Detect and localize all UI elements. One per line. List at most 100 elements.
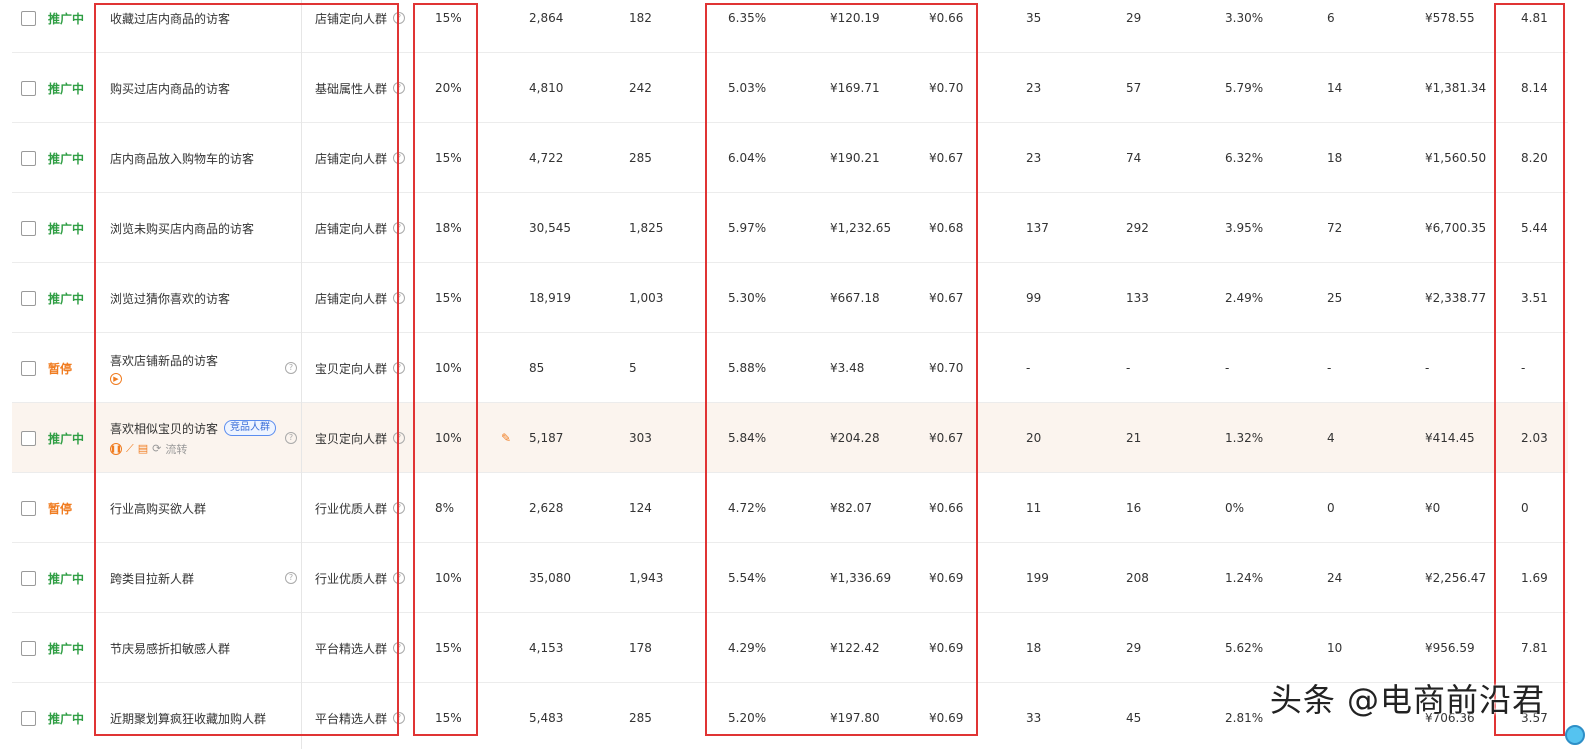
flow-icon[interactable]: ⟳ [152,442,162,455]
table-row[interactable]: 推广中 近期聚划算疯狂收藏加购人群 平台精选人群? 15% 5,483 285 5.20% ¥… [12,683,1568,749]
cell-c2: 16 [1126,501,1142,515]
floating-assistant-icon[interactable] [1565,725,1585,745]
cell-c5: - [1425,361,1430,375]
table-row[interactable]: 推广中 收藏过店内商品的访客 店铺定向人群? 15% 2,864 182 6.35% ¥120… [12,0,1568,53]
cell-cpc: ¥0.69 [929,641,964,655]
help-icon[interactable]: ? [393,362,406,374]
help-icon[interactable]: ? [393,502,406,514]
column-divider [301,613,302,683]
help-icon[interactable]: ? [393,712,406,724]
cell-c3: 0% [1225,501,1245,515]
status-label[interactable]: 推广中 [48,711,85,726]
crowd-type: 宝贝定向人群 [315,361,388,376]
cell-impressions: 2,628 [529,501,564,515]
help-icon[interactable]: ? [285,362,297,374]
cell-roi: 8.14 [1521,81,1548,95]
cell-c3: - [1225,361,1230,375]
status-label[interactable]: 推广中 [48,641,85,656]
column-divider [301,193,302,263]
row-checkbox[interactable] [21,640,36,656]
table-row[interactable]: 推广中 跨类目拉新人群? 行业优质人群? 10% 35,080 1,943 5.54% ¥1,… [12,543,1568,613]
table-row[interactable]: 推广中 喜欢相似宝贝的访客 竞品人群 ❚❚ ⟋ ▤ ⟳ 流转? 宝贝定向人群? ✎ 10% 5,187… [12,403,1568,473]
cell-c3: 3.30% [1225,11,1264,25]
row-checkbox[interactable] [21,10,36,26]
cell-roi: 4.81 [1521,11,1548,25]
watermark: 头条 @电商前沿君 [1269,681,1545,719]
help-icon[interactable]: ? [285,572,297,584]
row-checkbox[interactable] [21,570,36,586]
crowd-name: 浏览过猜你喜欢的访客 [110,291,231,306]
status-label[interactable]: 推广中 [48,431,85,446]
crowd-type: 行业优质人群 [315,571,388,586]
cell-c4: 4 [1327,431,1335,445]
pause-icon[interactable]: ❚❚ [110,442,122,455]
table-row[interactable]: 推广中 店内商品放入购物车的访客 店铺定向人群? 15% 4,722 285 6.04% ¥1… [12,123,1568,193]
table-row[interactable]: 推广中 浏览未购买店内商品的访客 店铺定向人群? 18% 30,545 1,825 5.97… [12,193,1568,263]
cell-c3: 1.32% [1225,431,1264,445]
crowd-name: 跨类目拉新人群 [110,571,195,586]
crowd-type: 店铺定向人群 [315,291,388,306]
table-row[interactable]: 暂停 行业高购买欲人群 行业优质人群? 8% 2,628 124 4.72% ¥82.07 ¥0… [12,473,1568,543]
cell-c5: ¥956.59 [1425,641,1475,655]
cell-c4: 0 [1327,501,1335,515]
status-label[interactable]: 推广中 [48,11,85,26]
status-label[interactable]: 推广中 [48,571,85,586]
cell-c2: 29 [1126,11,1142,25]
status-label[interactable]: 推广中 [48,221,85,236]
trend-chart-icon[interactable]: ⟋ [126,441,134,455]
column-divider [301,53,302,123]
table-row[interactable]: 暂停 喜欢店铺新品的访客 ▶? 宝贝定向人群? 10% 85 5 5.88% ¥3.48 ¥0.7… [12,333,1568,403]
cell-impressions: 4,722 [529,151,564,165]
report-icon[interactable]: ▤ [137,442,149,455]
cell-premium: 15% [435,641,462,655]
crowd-name: 节庆易感折扣敏感人群 [110,641,231,656]
help-icon[interactable]: ? [393,152,406,164]
crowd-name: 店内商品放入购物车的访客 [110,151,255,166]
help-icon[interactable]: ? [285,432,297,444]
table-row[interactable]: 推广中 节庆易感折扣敏感人群 平台精选人群? 15% 4,153 178 4.29% ¥122… [12,613,1568,683]
crowd-name: 浏览未购买店内商品的访客 [110,221,255,236]
cell-premium: 15% [435,11,462,25]
row-checkbox[interactable] [21,220,36,236]
cell-c5: ¥414.45 [1425,431,1475,445]
row-checkbox[interactable] [21,500,36,516]
cell-c4: 18 [1327,151,1343,165]
cell-roi: 3.57 [1521,711,1548,725]
cell-cost: ¥667.18 [830,291,880,305]
help-icon[interactable]: ? [393,222,406,234]
cell-c4: 24 [1327,571,1343,585]
status-label[interactable]: 推广中 [48,151,85,166]
cell-impressions: 2,864 [529,11,564,25]
help-icon[interactable]: ? [393,642,406,654]
crowd-name: 行业高购买欲人群 [110,501,207,516]
cell-clicks: 182 [629,11,652,25]
edit-pencil-icon[interactable]: ✎ [501,431,512,445]
row-checkbox[interactable] [21,430,36,446]
status-label[interactable]: 暂停 [48,501,73,516]
cell-c2: - [1126,361,1131,375]
status-label[interactable]: 推广中 [48,81,85,96]
help-icon[interactable]: ? [393,12,406,24]
row-checkbox[interactable] [21,80,36,96]
cell-c1: 11 [1026,501,1042,515]
cell-premium: 18% [435,221,462,235]
flow-label[interactable]: 流转 [165,442,188,456]
cell-cpc: ¥0.70 [929,361,964,375]
help-icon[interactable]: ? [393,82,406,94]
status-label[interactable]: 推广中 [48,291,85,306]
row-checkbox[interactable] [21,290,36,306]
play-icon[interactable]: ▶ [110,372,122,385]
cell-cpc: ¥0.66 [929,11,964,25]
cell-c1: - [1026,361,1031,375]
cell-c2: 292 [1126,221,1149,235]
competitor-badge: 竞品人群 [224,420,277,436]
row-checkbox[interactable] [21,710,36,726]
row-checkbox[interactable] [21,150,36,166]
help-icon[interactable]: ? [393,572,406,584]
status-label[interactable]: 暂停 [48,361,73,376]
help-icon[interactable]: ? [393,432,406,444]
row-checkbox[interactable] [21,360,36,376]
help-icon[interactable]: ? [393,292,406,304]
table-row[interactable]: 推广中 浏览过猜你喜欢的访客 店铺定向人群? 15% 18,919 1,003 5.30% ¥… [12,263,1568,333]
table-row[interactable]: 推广中 购买过店内商品的访客 基础属性人群? 20% 4,810 242 5.03% ¥169… [12,53,1568,123]
